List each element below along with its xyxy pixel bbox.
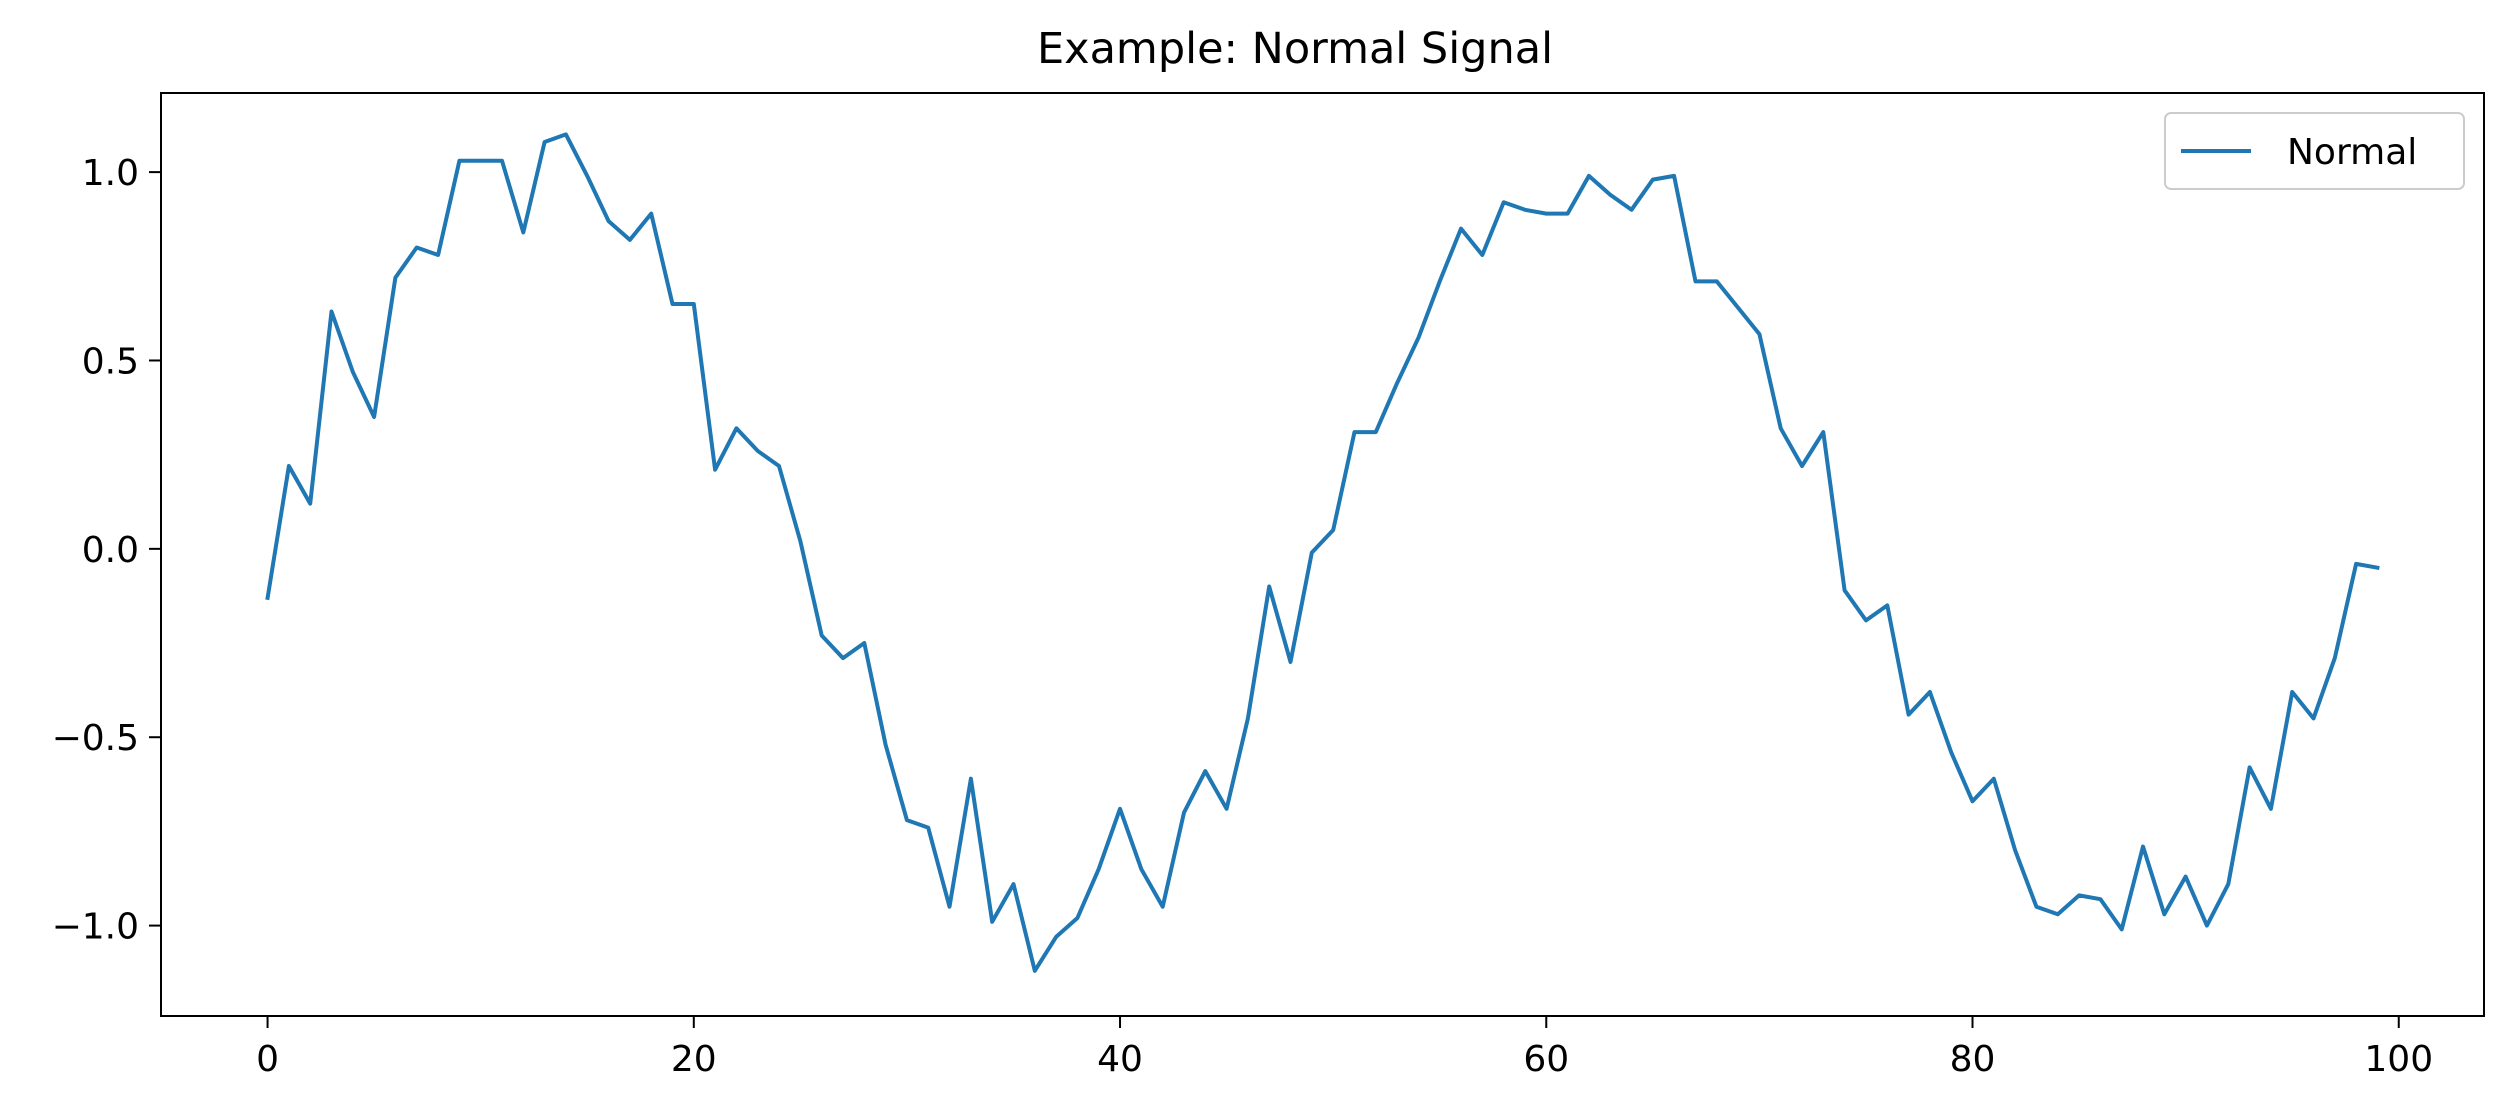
plot-area <box>265 132 2380 973</box>
y-tick-label: −0.5 <box>52 718 139 759</box>
y-tick-label: 0.0 <box>82 530 139 571</box>
legend-box <box>2164 112 2465 190</box>
legend-label: Normal <box>2287 132 2417 173</box>
x-tick-label: 40 <box>1097 1039 1143 1080</box>
x-tick-label: 80 <box>1950 1039 1996 1080</box>
axes-frame <box>160 92 2485 1017</box>
legend: Normal <box>2164 112 2465 190</box>
x-tick-label: 0 <box>256 1039 279 1080</box>
axes: 0 20 40 60 80 100 −1.0 −0.5 0.0 0.5 1.0 <box>52 92 2485 1080</box>
series-line-0 <box>265 132 2380 973</box>
y-tick-label: −1.0 <box>52 907 139 948</box>
x-tick-label: 20 <box>671 1039 717 1080</box>
x-tick-label: 100 <box>2364 1039 2433 1080</box>
chart-title: Example: Normal Signal <box>1037 24 1553 74</box>
x-tick-label: 60 <box>1523 1039 1569 1080</box>
y-tick-label: 0.5 <box>82 341 139 382</box>
y-tick-label: 1.0 <box>82 153 139 194</box>
